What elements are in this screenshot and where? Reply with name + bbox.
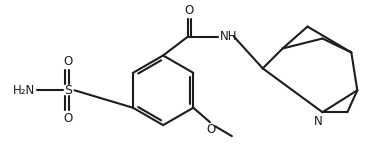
Text: N: N <box>314 115 323 128</box>
Text: O: O <box>206 123 216 136</box>
Text: O: O <box>63 55 72 68</box>
Text: H₂N: H₂N <box>12 84 35 97</box>
Text: O: O <box>63 112 72 125</box>
Text: O: O <box>184 4 194 17</box>
Text: S: S <box>64 84 73 97</box>
Text: NH: NH <box>220 30 238 43</box>
